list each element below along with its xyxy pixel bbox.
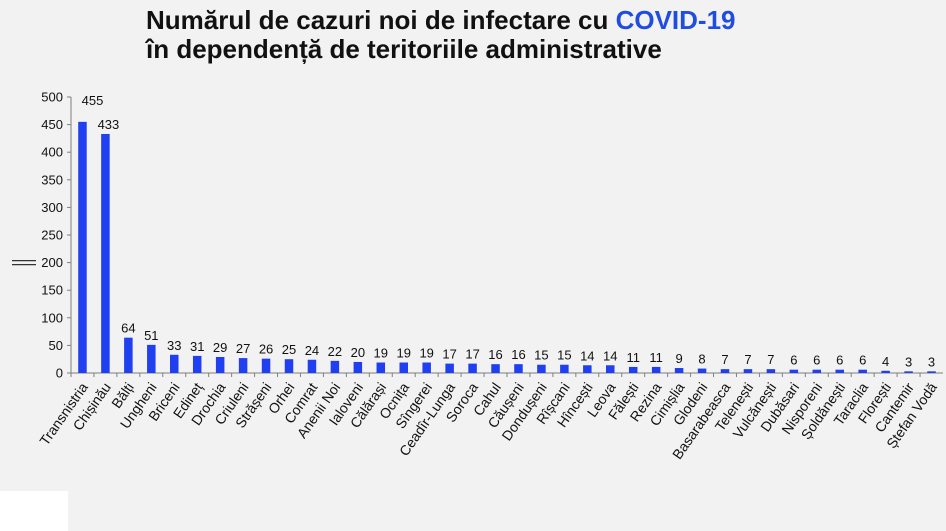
bar	[399, 362, 408, 373]
bar	[192, 355, 202, 373]
data-label: 3	[905, 354, 912, 369]
bar	[583, 365, 592, 373]
data-label: 26	[259, 342, 273, 357]
data-label: 27	[236, 341, 250, 356]
chart-title-line-1: Numărul de cazuri noi de infectare cu CO…	[146, 6, 735, 35]
y-tick-label: 400	[41, 145, 63, 160]
bar	[904, 371, 913, 373]
bar	[514, 364, 523, 373]
bar	[606, 365, 615, 373]
bar	[215, 356, 225, 373]
data-label: 14	[603, 348, 617, 363]
bar	[422, 362, 431, 373]
data-label: 17	[442, 347, 456, 362]
bar	[697, 368, 707, 373]
category-labels: TransnistriaChișinăuBălțiUngheniBriceniE…	[36, 373, 940, 462]
bar	[858, 369, 867, 373]
bar	[491, 364, 500, 373]
data-label: 25	[282, 342, 296, 357]
data-label: 14	[580, 348, 594, 363]
bar	[284, 359, 294, 373]
data-label: 3	[928, 354, 935, 369]
bar	[468, 363, 477, 373]
bar	[376, 362, 386, 373]
y-tick-label: 300	[41, 200, 63, 215]
data-label: 31	[190, 339, 204, 354]
y-tick-label: 150	[41, 283, 63, 298]
bar	[307, 359, 317, 373]
data-label: 51	[144, 328, 158, 343]
chart-title: Numărul de cazuri noi de infectare cu CO…	[146, 6, 735, 64]
data-label: 11	[626, 350, 640, 365]
y-tick-label: 250	[41, 228, 63, 243]
data-label: 19	[397, 346, 411, 361]
data-label: 6	[790, 353, 797, 368]
bar	[170, 354, 179, 373]
data-label: 433	[98, 117, 120, 132]
data-label: 7	[744, 352, 751, 367]
data-label: 6	[859, 353, 866, 368]
bar	[560, 364, 569, 373]
data-label: 11	[649, 350, 663, 365]
data-label: 9	[675, 351, 682, 366]
chart-title-highlight: COVID-19	[615, 5, 736, 35]
chart-title-line-2: în dependență de teritoriile administrat…	[146, 34, 662, 64]
bar	[766, 369, 776, 373]
data-label: 6	[813, 353, 820, 368]
bar	[238, 358, 248, 373]
bar	[881, 370, 890, 373]
data-label: 455	[82, 93, 104, 108]
y-tick-label: 100	[41, 310, 63, 325]
corner-block	[0, 491, 68, 531]
data-label: 15	[534, 348, 548, 363]
data-label: 19	[374, 346, 388, 361]
bar	[537, 364, 546, 373]
data-label: 7	[721, 352, 728, 367]
bar	[720, 369, 730, 373]
bars	[78, 121, 936, 373]
y-tick-label: 0	[56, 366, 63, 381]
bar	[743, 369, 753, 373]
data-label: 22	[328, 344, 342, 359]
bar	[835, 369, 844, 373]
y-tick-label: 350	[41, 172, 63, 187]
chart-title-prefix: Numărul de cazuri noi de infectare cu	[146, 5, 616, 35]
data-label: 29	[213, 340, 227, 355]
y-tick-label: 50	[49, 338, 63, 353]
bar	[789, 369, 799, 373]
bar	[927, 371, 936, 373]
bar	[147, 344, 156, 373]
data-label: 64	[121, 321, 135, 336]
bar	[261, 358, 271, 373]
bar	[78, 121, 87, 373]
bar	[651, 366, 661, 373]
y-tick-label: 450	[41, 117, 63, 132]
bar	[674, 368, 684, 373]
bar	[628, 366, 638, 373]
data-label: 16	[488, 347, 502, 362]
data-label: 24	[305, 343, 319, 358]
data-label: 19	[419, 346, 433, 361]
bar	[124, 337, 133, 373]
y-tick-label: 200	[41, 255, 63, 270]
bar	[101, 133, 110, 373]
data-label: 16	[511, 347, 525, 362]
bar	[330, 360, 340, 373]
y-tick-label: 500	[41, 90, 63, 105]
data-label: 33	[167, 338, 181, 353]
data-label: 20	[351, 345, 365, 360]
data-label: 4	[882, 354, 889, 369]
bar	[812, 369, 822, 373]
bar	[353, 361, 363, 373]
data-label: 15	[557, 348, 571, 363]
bar	[445, 363, 454, 373]
data-label: 7	[767, 352, 774, 367]
data-label: 17	[465, 347, 479, 362]
data-label: 8	[698, 352, 705, 367]
data-label: 6	[836, 353, 843, 368]
